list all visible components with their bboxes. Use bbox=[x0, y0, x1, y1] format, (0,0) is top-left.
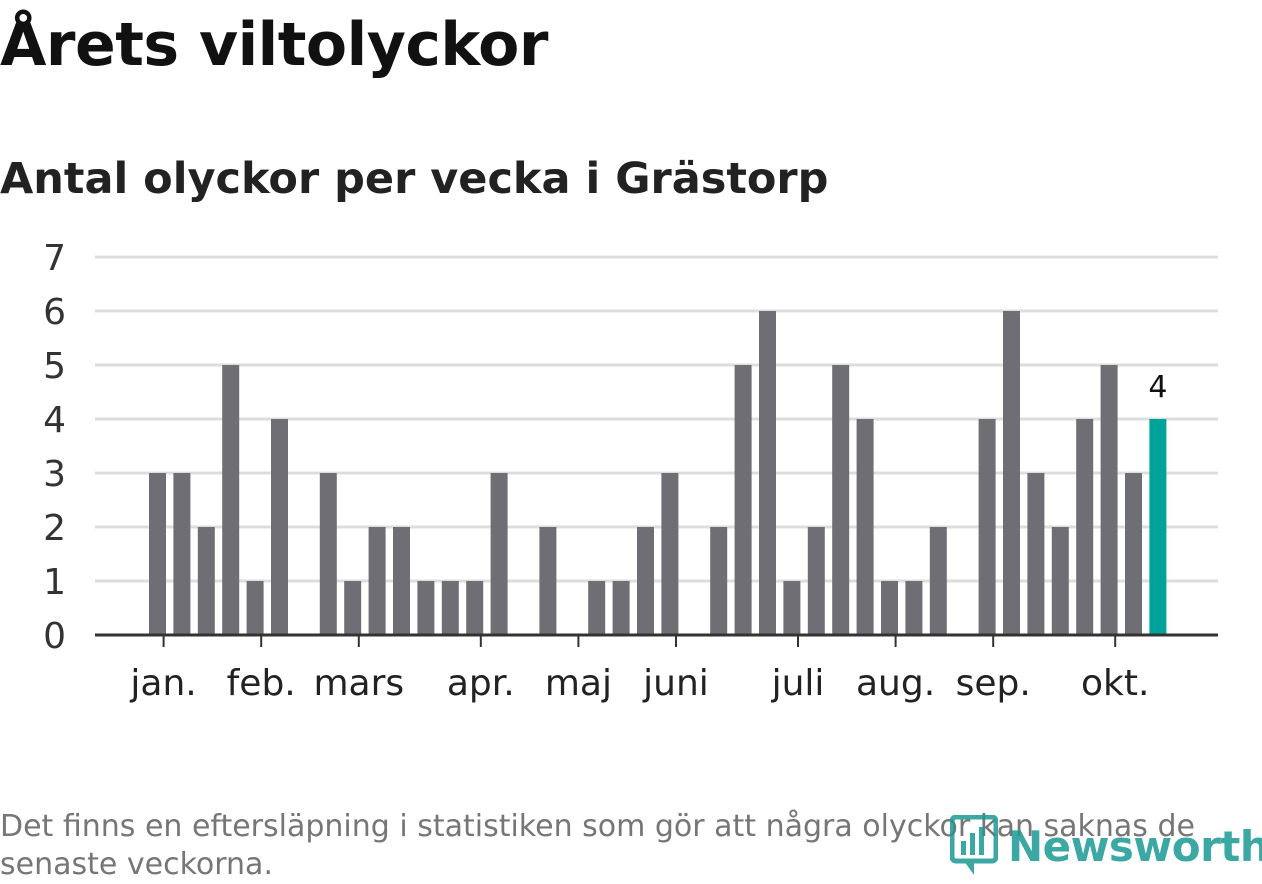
bar-highlight bbox=[1149, 419, 1167, 635]
y-tick-label: 1 bbox=[43, 562, 66, 603]
x-month-label: apr. bbox=[447, 663, 515, 704]
y-tick-label: 2 bbox=[43, 508, 66, 549]
bar bbox=[1076, 419, 1094, 635]
bar bbox=[173, 473, 191, 635]
y-tick-label: 5 bbox=[43, 346, 66, 387]
bar bbox=[1100, 365, 1118, 635]
bar bbox=[588, 581, 606, 635]
x-month-label: feb. bbox=[227, 663, 296, 704]
bar bbox=[344, 581, 362, 635]
bar bbox=[393, 527, 410, 635]
bar bbox=[271, 419, 288, 635]
bar bbox=[490, 473, 508, 635]
bar bbox=[1125, 473, 1142, 635]
x-month-label: aug. bbox=[856, 663, 935, 704]
x-month-label: sep. bbox=[956, 663, 1031, 704]
bars bbox=[149, 311, 1167, 635]
x-month-label: okt. bbox=[1081, 663, 1149, 704]
y-tick-label: 0 bbox=[43, 616, 66, 657]
bar bbox=[417, 581, 435, 635]
x-month-label: juli bbox=[771, 663, 825, 704]
bar bbox=[441, 581, 459, 635]
chart-subtitle: Antal olyckor per vecka i Grästorp bbox=[0, 154, 829, 204]
bar bbox=[466, 581, 484, 635]
bar bbox=[881, 581, 898, 635]
y-axis-tick-labels: 0 1 2 3 4 5 6 7 bbox=[43, 238, 66, 657]
bar bbox=[661, 473, 679, 635]
bar bbox=[1051, 527, 1069, 635]
bar bbox=[710, 527, 728, 635]
y-tick-label: 3 bbox=[43, 454, 66, 495]
bar bbox=[929, 527, 947, 635]
bar bbox=[637, 527, 654, 635]
bar-chart: 0 1 2 3 4 5 6 7 jan. feb. mars apr. maj juni juli aug.… bbox=[43, 238, 1218, 704]
bar bbox=[856, 419, 874, 635]
y-tick-label: 6 bbox=[43, 292, 66, 333]
y-tick-label: 7 bbox=[43, 238, 66, 279]
bar bbox=[783, 581, 801, 635]
bar bbox=[197, 527, 215, 635]
x-month-label: juni bbox=[642, 663, 709, 704]
bar bbox=[734, 365, 752, 635]
bar bbox=[539, 527, 557, 635]
bar bbox=[807, 527, 825, 635]
x-month-label: jan. bbox=[129, 663, 196, 704]
chart-title: Årets viltolyckor bbox=[0, 10, 549, 80]
bar bbox=[319, 473, 337, 635]
bar bbox=[222, 365, 240, 635]
x-axis-month-labels: jan. feb. mars apr. maj juni juli aug. sep. okt. bbox=[129, 663, 1149, 704]
x-month-label: mars bbox=[313, 663, 404, 704]
bar bbox=[759, 311, 776, 635]
annotations: 4 bbox=[1148, 370, 1167, 405]
bar bbox=[978, 419, 996, 635]
bar bbox=[612, 581, 630, 635]
bar bbox=[149, 473, 166, 635]
bar bbox=[832, 365, 850, 635]
gridlines bbox=[95, 255, 1218, 583]
bar bbox=[246, 581, 264, 635]
newsworthy-logo: Newsworthy bbox=[950, 815, 1262, 877]
x-axis bbox=[95, 633, 1218, 647]
bar bbox=[1027, 473, 1045, 635]
highlight-value-label: 4 bbox=[1148, 370, 1167, 405]
bar bbox=[905, 581, 923, 635]
bar bbox=[368, 527, 386, 635]
x-month-label: maj bbox=[545, 663, 612, 704]
newsworthy-logo-text: Newsworthy bbox=[1008, 821, 1262, 871]
bar bbox=[1003, 311, 1020, 635]
y-tick-label: 4 bbox=[43, 400, 66, 441]
newsworthy-logo-icon bbox=[950, 815, 998, 875]
